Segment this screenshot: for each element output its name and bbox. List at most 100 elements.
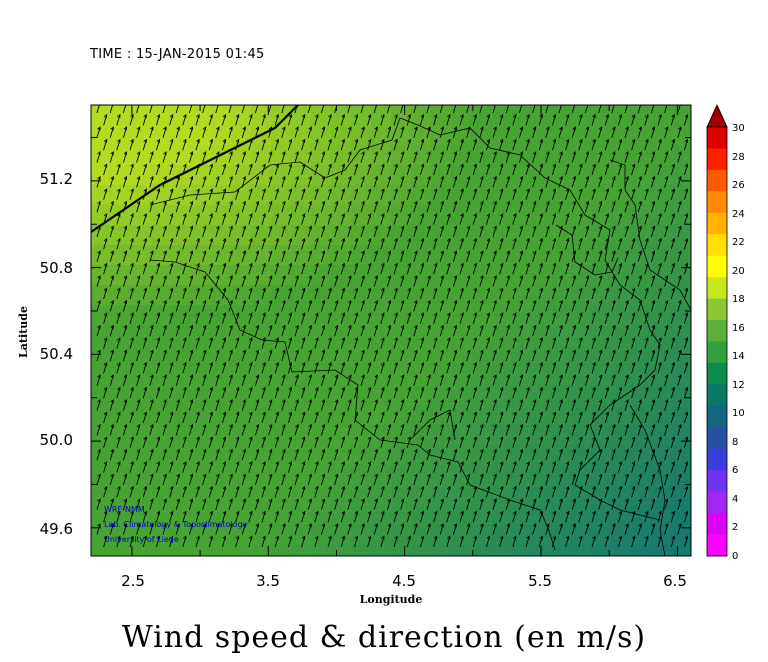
wind-arrow [518, 126, 523, 138]
field-cell [411, 505, 432, 526]
field-cell [311, 225, 332, 246]
wind-arrow [215, 423, 220, 436]
field-cell [511, 545, 532, 556]
wind-arrow [175, 225, 180, 238]
field-cell [131, 445, 152, 466]
field-cell [411, 105, 432, 126]
wind-arrow [155, 411, 160, 424]
field-cell [491, 265, 512, 286]
wind-arrow [452, 498, 457, 510]
colorbar-label: 28 [732, 152, 745, 163]
wind-arrow [644, 411, 649, 424]
wind-arrow [129, 411, 134, 424]
wind-arrow [228, 175, 233, 188]
wind-arrow [538, 361, 543, 374]
wind-arrow [551, 535, 556, 548]
field-cell [571, 365, 592, 386]
wind-arrow [281, 324, 286, 337]
wind-arrow [670, 461, 675, 473]
wind-arrow [637, 126, 642, 138]
wind-arrow [426, 498, 431, 510]
wind-arrow [624, 324, 629, 337]
wind-arrow [274, 213, 279, 225]
field-cell [231, 465, 252, 486]
wind-arrow [334, 473, 339, 486]
wind-arrow [611, 423, 616, 436]
wind-arrow [314, 510, 319, 523]
wind-arrow [202, 151, 207, 163]
wind-arrow [406, 535, 411, 548]
wind-arrow [485, 361, 490, 374]
wind-arrow [683, 386, 688, 399]
field-cell [91, 305, 112, 326]
wind-arrow [677, 423, 682, 436]
wind-arrow [215, 126, 220, 138]
wind-arrow [103, 386, 108, 399]
wind-arrow [393, 337, 398, 349]
field-cell [231, 145, 252, 166]
wind-arrow [314, 312, 319, 324]
wind-arrow [367, 386, 372, 399]
wind-arrow [571, 374, 576, 386]
wind-arrow [439, 299, 444, 312]
field-cell [351, 465, 372, 486]
wind-arrow [558, 498, 563, 510]
wind-arrow [393, 510, 398, 523]
wind-arrow [314, 262, 319, 275]
field-cell [511, 305, 532, 326]
wind-arrow [175, 299, 180, 312]
wind-arrow [261, 138, 266, 151]
wind-arrow [426, 349, 431, 362]
wind-arrow [578, 138, 583, 151]
wind-arrow [202, 423, 207, 436]
field-cell [571, 345, 592, 366]
field-cell [211, 345, 232, 366]
field-cell [291, 405, 312, 426]
wind-arrow [584, 498, 589, 510]
wind-arrow [155, 485, 160, 498]
field-cell [271, 285, 292, 306]
wind-arrow [393, 237, 398, 250]
wind-arrow [162, 448, 167, 461]
field-cell [631, 445, 652, 466]
wind-arrow [228, 423, 233, 436]
wind-arrow [657, 138, 662, 151]
field-cell [271, 265, 292, 286]
wind-arrow [538, 436, 543, 448]
wind-arrow [650, 126, 655, 138]
wind-arrow [340, 337, 345, 349]
wind-arrow [538, 188, 543, 200]
wind-arrow [512, 386, 517, 399]
wind-arrow [413, 374, 418, 386]
wind-arrow [103, 485, 108, 498]
wind-arrow [479, 374, 484, 386]
wind-arrow [624, 151, 629, 163]
wind-arrow [518, 423, 523, 436]
wind-arrow [419, 436, 424, 448]
wind-arrow [499, 436, 504, 448]
wind-arrow [235, 411, 240, 424]
wind-arrow [248, 163, 253, 176]
wind-arrow [591, 436, 596, 448]
wind-arrow [538, 262, 543, 275]
wind-arrow [505, 399, 510, 411]
wind-arrow [103, 237, 108, 250]
field-cell [471, 485, 492, 506]
wind-arrow [367, 262, 372, 275]
wind-arrow [426, 175, 431, 188]
wind-arrow [136, 200, 141, 213]
wind-arrow [611, 473, 616, 486]
field-cell [91, 385, 112, 406]
wind-arrow [215, 299, 220, 312]
field-cell [211, 405, 232, 426]
wind-arrow [637, 324, 642, 337]
wind-arrow [268, 399, 273, 411]
wind-arrow [492, 498, 497, 510]
wind-arrow [413, 349, 418, 362]
wind-arrow [452, 299, 457, 312]
wind-arrow [294, 423, 299, 436]
wind-arrow [347, 200, 352, 213]
wind-arrow [109, 324, 114, 337]
wind-arrow [637, 275, 642, 287]
wind-arrow [228, 151, 233, 163]
